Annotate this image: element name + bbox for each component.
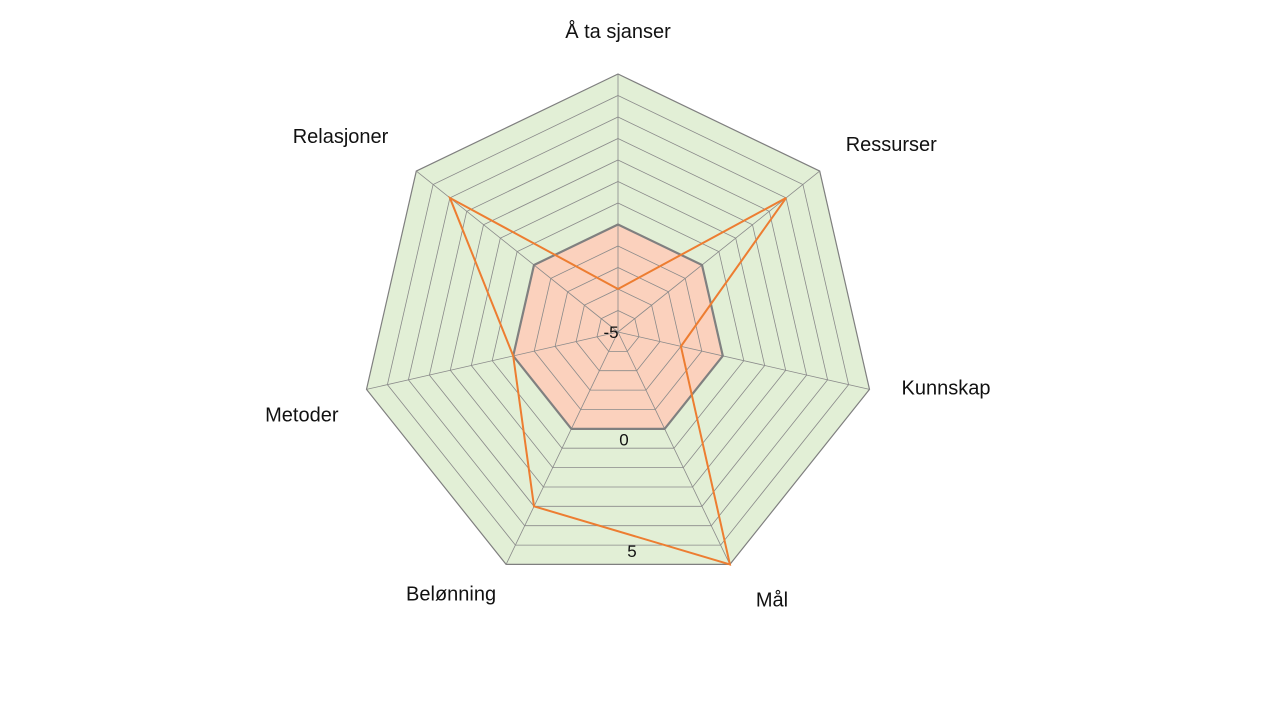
grid-ring bbox=[575, 288, 661, 372]
category-label: Ressurser bbox=[846, 134, 937, 156]
grid-ring bbox=[428, 138, 808, 507]
grid-ring bbox=[365, 73, 871, 566]
category-label: Mål bbox=[756, 589, 788, 611]
tick-label: -5 bbox=[603, 323, 618, 342]
grid-ring bbox=[449, 159, 787, 488]
grid-ring bbox=[554, 267, 682, 391]
series-line-0 bbox=[512, 223, 724, 430]
category-label: Relasjoner bbox=[293, 126, 389, 148]
spoke bbox=[505, 331, 619, 565]
series-line-1 bbox=[447, 195, 787, 566]
grid-ring bbox=[407, 116, 829, 527]
category-label: Å ta sjanser bbox=[565, 20, 671, 43]
grid-ring bbox=[386, 95, 850, 546]
grid-ring bbox=[491, 202, 745, 449]
spoke bbox=[366, 331, 619, 390]
spoke bbox=[617, 331, 731, 565]
spoke bbox=[617, 331, 870, 390]
grid-ring bbox=[470, 181, 766, 469]
category-label: Belønning bbox=[406, 583, 496, 605]
category-label: Kunnskap bbox=[902, 377, 991, 399]
category-label: Metoder bbox=[265, 404, 339, 426]
grid-ring bbox=[596, 310, 640, 352]
grid-ring bbox=[533, 245, 703, 410]
tick-label: 0 bbox=[619, 431, 628, 450]
tick-label: 5 bbox=[627, 542, 636, 561]
